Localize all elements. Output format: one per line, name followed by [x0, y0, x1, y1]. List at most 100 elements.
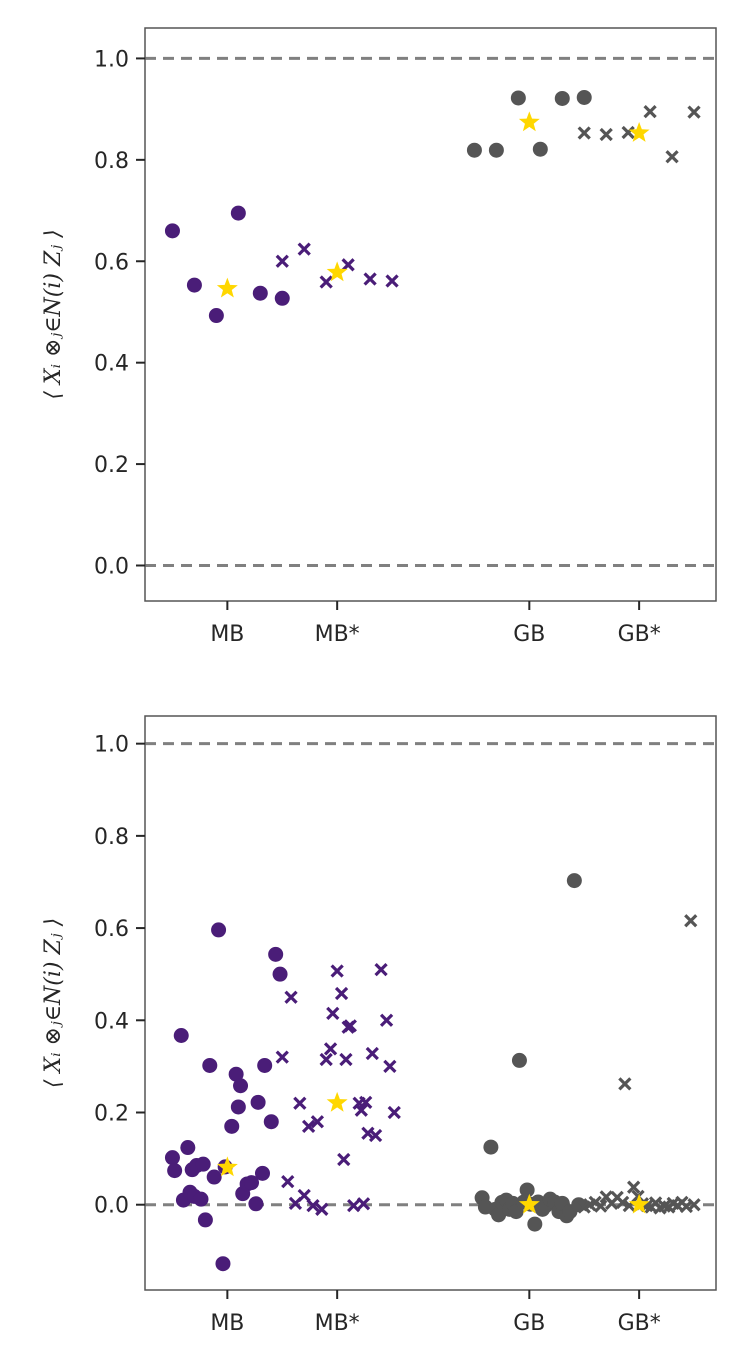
mean-star: [326, 261, 348, 282]
data-point: [272, 966, 288, 982]
data-point: [618, 1077, 632, 1091]
top-scatter-panel: 0.0 0.2 0.4 0.6 0.8 1.0 MB MB* GB GB* ⟨ Xᵢ ⊗ⱼ∈N(i)…: [41, 27, 717, 647]
mean-star: [216, 277, 238, 298]
data-point: [339, 1052, 353, 1067]
y-tick-label: 0.4: [94, 1009, 129, 1034]
data-point: [483, 1139, 499, 1155]
data-point: [250, 1094, 266, 1110]
data-point: [576, 89, 592, 105]
x-tick-label: GB*: [618, 622, 661, 647]
y-tick-label: 1.0: [94, 47, 129, 72]
data-point: [687, 105, 701, 119]
data-point: [643, 105, 657, 119]
data-point: [599, 127, 613, 142]
data-point: [281, 1175, 295, 1189]
data-point: [347, 1198, 361, 1213]
data-point: [252, 285, 268, 301]
data-point: [343, 1019, 357, 1033]
data-point: [186, 277, 202, 293]
data-point: [230, 205, 246, 221]
data-point: [374, 962, 388, 977]
data-point: [315, 1202, 329, 1216]
data-point: [275, 254, 289, 268]
data-point: [577, 126, 591, 140]
data-point: [466, 142, 482, 158]
data-point: [197, 1212, 213, 1228]
data-point: [208, 308, 224, 324]
data-point: [554, 90, 570, 106]
axes-frame: [144, 27, 717, 602]
y-tick-label: 0.6: [94, 917, 129, 942]
data-point: [684, 914, 698, 928]
data-point: [665, 150, 679, 164]
y-axis-label: ⟨ Xᵢ ⊗ⱼ∈N(i) Zⱼ ⟩: [41, 918, 66, 1088]
data-point: [359, 1095, 373, 1109]
data-point: [385, 274, 399, 288]
data-point: [341, 258, 355, 272]
data-point: [167, 1163, 183, 1179]
data-point: [173, 1028, 189, 1044]
data-point: [511, 1052, 527, 1068]
y-tick-label: 1.0: [94, 733, 129, 758]
data-point: [230, 1099, 246, 1115]
data-point: [244, 1175, 260, 1191]
data-point: [180, 1140, 196, 1156]
data-point: [297, 1188, 311, 1203]
mean-star: [216, 1156, 238, 1177]
data-point: [621, 125, 635, 140]
y-tick-label: 0.8: [94, 149, 129, 174]
mean-star: [628, 1193, 650, 1214]
y-tick-label: 0.6: [94, 250, 129, 275]
data-point: [193, 1191, 209, 1207]
data-point: [257, 1057, 273, 1073]
data-point: [356, 1197, 371, 1211]
y-tick-label: 0.0: [94, 1194, 129, 1219]
y-tick-label: 0.4: [94, 352, 129, 377]
data-point: [233, 1078, 249, 1094]
data-point: [248, 1196, 264, 1212]
data-point: [330, 964, 344, 978]
data-point: [365, 1046, 379, 1061]
data-point: [224, 1118, 240, 1134]
data-point: [337, 1152, 351, 1167]
data-point: [164, 1150, 180, 1166]
data-point: [228, 1066, 244, 1082]
data-point: [387, 1105, 401, 1120]
data-point: [627, 1180, 641, 1194]
mean-star: [628, 121, 650, 142]
mean-star: [326, 1091, 348, 1112]
y-tick-label: 0.2: [94, 453, 129, 478]
data-point: [532, 141, 548, 157]
data-point: [310, 1115, 325, 1129]
data-point: [211, 922, 227, 938]
data-point: [319, 275, 333, 289]
data-point: [379, 1013, 394, 1027]
x-tick-label: MB: [210, 622, 244, 647]
data-point: [368, 1128, 383, 1143]
y-axis-label: ⟨ Xᵢ ⊗ⱼ∈N(i) Zⱼ ⟩: [41, 229, 66, 399]
data-point: [363, 272, 377, 286]
data-point: [616, 1195, 630, 1210]
data-point: [687, 1198, 701, 1212]
y-tick-label: 0.8: [94, 825, 129, 850]
data-point: [274, 290, 290, 306]
data-point: [254, 1165, 270, 1181]
data-point: [293, 1096, 307, 1110]
data-point: [268, 946, 284, 962]
data-point: [301, 1119, 316, 1133]
data-point: [566, 873, 582, 889]
data-point: [527, 1216, 543, 1232]
y-tick-label: 0.0: [94, 555, 129, 580]
data-point: [323, 1042, 338, 1056]
data-point: [206, 1169, 222, 1185]
mean-star: [518, 1193, 540, 1214]
axes-frame: [144, 715, 717, 1291]
mean-star: [518, 111, 540, 132]
data-point: [263, 1114, 279, 1130]
data-point: [297, 242, 311, 256]
bottom-scatter-panel: 0.0 0.2 0.4 0.6 0.8 1.0 MB MB* GB GB* ⟨ Xᵢ ⊗ⱼ∈N(i)…: [41, 715, 717, 1336]
data-point: [164, 223, 180, 239]
x-tick-label: GB: [513, 1311, 545, 1336]
y-tick-label: 0.2: [94, 1101, 129, 1126]
data-point: [215, 1256, 231, 1272]
